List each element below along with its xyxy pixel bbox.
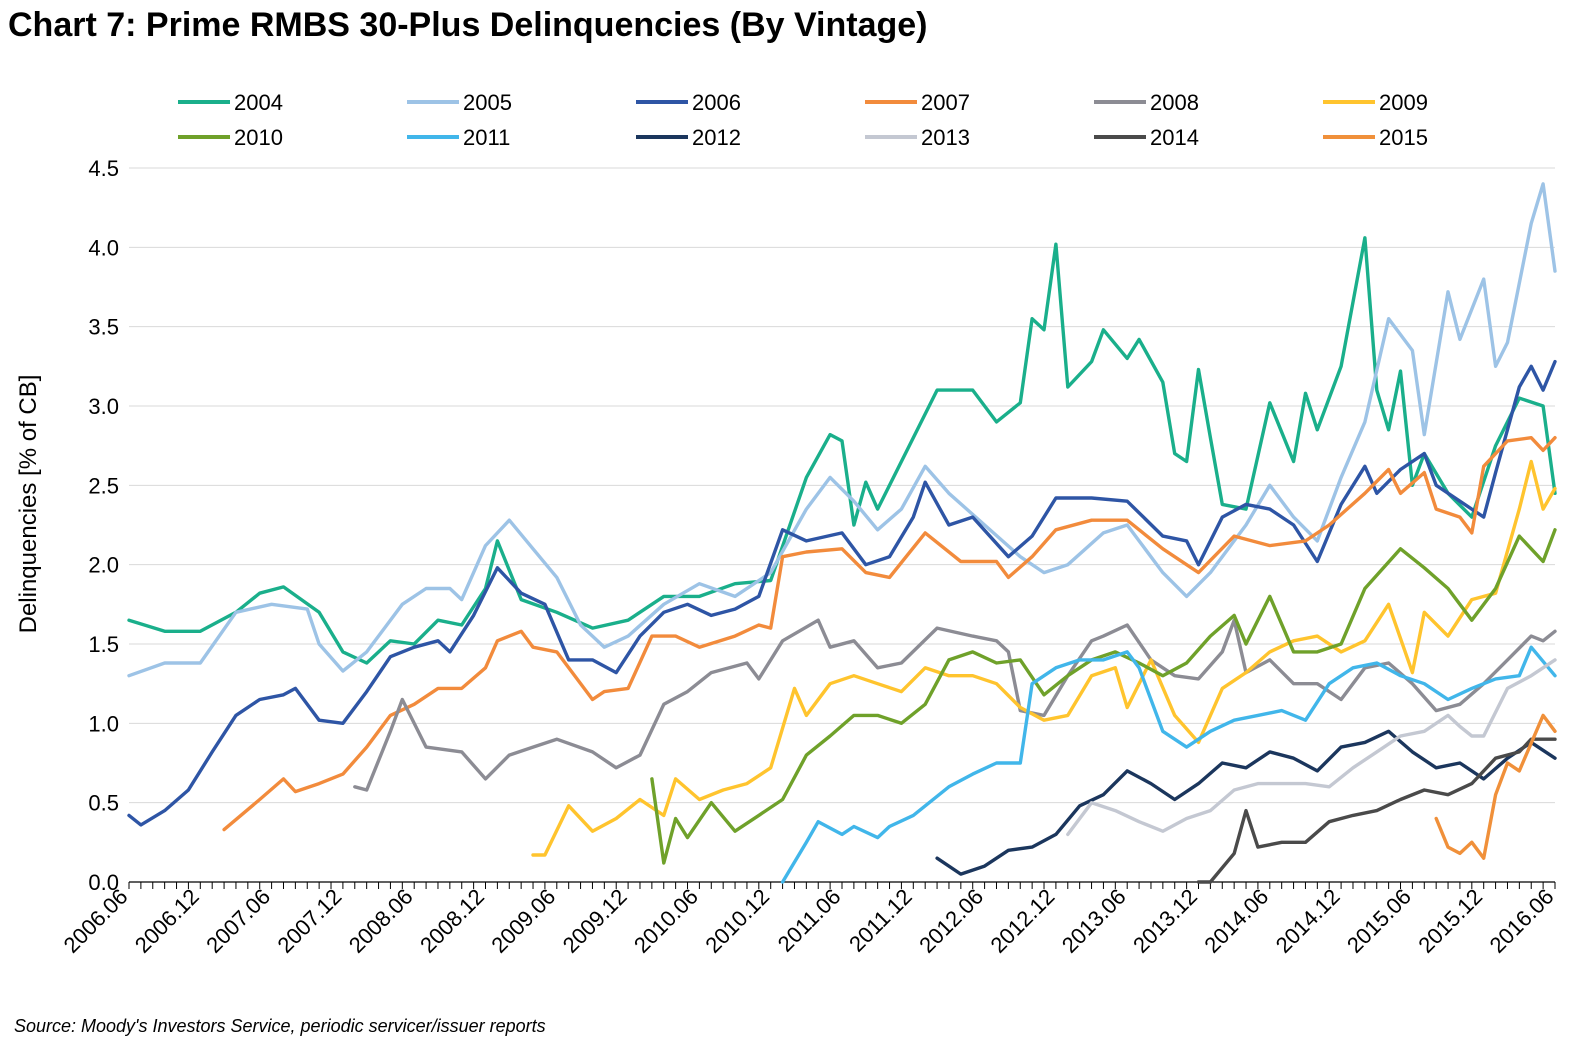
- legend-label-2015: 2015: [1379, 125, 1428, 150]
- y-axis-label: Delinquencies [% of CB]: [15, 375, 42, 634]
- legend-label-2004: 2004: [234, 90, 283, 115]
- series-line-2009: [531, 459, 1557, 857]
- legend-label-2007: 2007: [921, 90, 970, 115]
- series-line-2004: [127, 236, 1557, 665]
- y-tick-label: 2.0: [88, 553, 119, 578]
- x-tick-label: 2007.06: [201, 884, 275, 958]
- legend-label-2008: 2008: [1150, 90, 1199, 115]
- x-tick-label: 2015.12: [1413, 884, 1487, 958]
- y-tick-label: 2.5: [88, 473, 119, 498]
- series-line-2015: [1434, 713, 1557, 860]
- legend-label-2006: 2006: [692, 90, 741, 115]
- x-tick-label: 2006.12: [130, 884, 204, 958]
- x-tick-label: 2014.12: [1271, 884, 1345, 958]
- series-lines: [127, 182, 1557, 884]
- x-tick-label: 2010.06: [629, 884, 703, 958]
- y-tick-label: 0.0: [88, 870, 119, 895]
- legend-label-2011: 2011: [463, 125, 510, 150]
- y-tick-label: 4.5: [88, 156, 119, 181]
- x-axis: 2006.062006.122007.062007.122008.062008.…: [59, 881, 1559, 958]
- source-note: Source: Moody's Investors Service, perio…: [14, 1016, 546, 1036]
- x-tick-label: 2016.06: [1485, 884, 1559, 958]
- legend-label-2013: 2013: [921, 125, 970, 150]
- series-line-2010: [650, 528, 1557, 865]
- legend: 2004 2005 2006 2007 2008 2009 2010 2011 2012 2013…: [178, 90, 1428, 150]
- x-tick-label: 2015.06: [1342, 884, 1416, 958]
- y-tick-label: 0.5: [88, 791, 119, 816]
- y-tick-label: 1.5: [88, 632, 119, 657]
- legend-label-2009: 2009: [1379, 90, 1428, 115]
- grid-lines: 0.0 0.5 1.0 1.5 2.0 2.5 3.0 3.5 4.0 4.5: [88, 156, 1555, 895]
- x-tick-label: 2009.12: [558, 884, 632, 958]
- x-tick-label: 2012.12: [986, 884, 1060, 958]
- series-line-2007: [222, 436, 1557, 832]
- series-line-2012: [935, 729, 1557, 876]
- legend-label-2014: 2014: [1150, 125, 1199, 150]
- series-line-2006: [127, 359, 1557, 827]
- x-tick-label: 2013.12: [1128, 884, 1202, 958]
- x-tick-label: 2010.12: [700, 884, 774, 958]
- x-tick-label: 2008.06: [344, 884, 418, 958]
- legend-label-2005: 2005: [463, 90, 512, 115]
- x-tick-label: 2008.12: [415, 884, 489, 958]
- x-tick-label: 2013.06: [1057, 884, 1131, 958]
- series-line-2013: [1066, 658, 1557, 837]
- x-tick-label: 2009.06: [486, 884, 560, 958]
- series-line-2008: [353, 618, 1557, 792]
- y-tick-label: 4.0: [88, 235, 119, 260]
- series-line-2014: [1196, 737, 1557, 884]
- legend-label-2012: 2012: [692, 125, 741, 150]
- y-tick-label: 1.0: [88, 711, 119, 736]
- x-tick-label: 2007.12: [273, 884, 347, 958]
- x-tick-label: 2014.06: [1199, 884, 1273, 958]
- x-tick-label: 2011.12: [844, 884, 917, 957]
- series-line-2005: [127, 182, 1557, 678]
- series-line-2011: [780, 645, 1557, 884]
- x-tick-label: 2012.06: [914, 884, 988, 958]
- x-tick-label: 2011.06: [773, 884, 846, 957]
- y-tick-label: 3.5: [88, 315, 119, 340]
- chart-title: Chart 7: Prime RMBS 30-Plus Delinquencie…: [8, 6, 928, 44]
- legend-label-2010: 2010: [234, 125, 283, 150]
- y-tick-label: 3.0: [88, 394, 119, 419]
